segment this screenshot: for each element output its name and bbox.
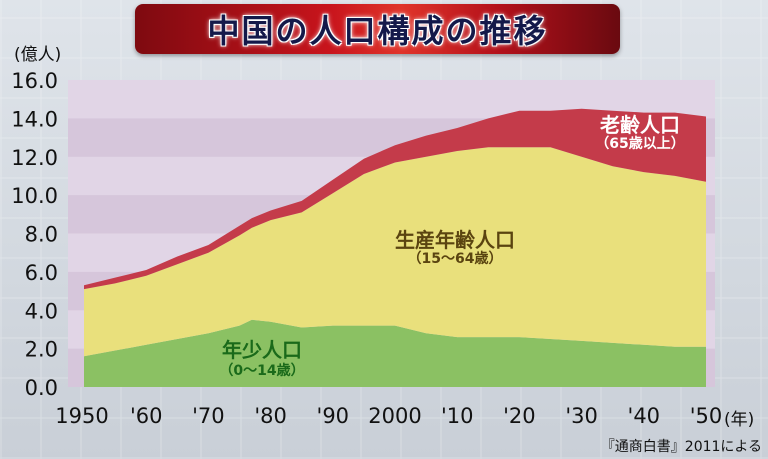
series-sublabel: （0〜14歳） [219,362,304,379]
title-banner [135,4,620,54]
stacked-areas [84,108,706,387]
y-tick-label: 8.0 [25,223,58,247]
y-tick-labels: 0.0 2.0 4.0 6.0 8.0 10.0 12.0 14.0 16.0 [11,69,58,400]
x-tick-label: 2000 [368,404,421,428]
x-tick-label: '60 [130,404,163,428]
x-axis-unit: (年) [724,410,754,430]
x-tick-label: '70 [192,404,225,428]
series-label: 生産年齢人口 [395,228,515,252]
series-sublabel: （65歳以上） [595,135,684,152]
y-tick-label: 10.0 [11,184,58,208]
y-tick-label: 6.0 [25,261,58,285]
series-sublabel: （15〜64歳） [408,250,503,267]
x-tick-label: '20 [503,404,536,428]
series-label: 年少人口 [222,338,302,362]
series-label: 老齢人口 [600,113,680,137]
y-tick-label: 14.0 [11,107,58,131]
x-tick-label: '50 [690,404,723,428]
y-tick-label: 0.0 [25,376,58,400]
chart-title: 中国の人口構成の推移 [207,12,548,50]
area-series-working [84,147,706,357]
x-tick-label: '80 [254,404,287,428]
y-tick-label: 12.0 [11,146,58,170]
area-series-young [84,319,706,387]
y-axis-unit: (億人) [14,45,61,65]
area-series-elderly [84,108,706,290]
y-tick-label: 4.0 [25,299,58,323]
y-tick-label: 2.0 [25,338,58,362]
source-note: 『通商白書』2011による [600,439,762,455]
y-tick-label: 16.0 [11,69,58,93]
x-tick-label: 1950 [55,404,108,428]
x-tick-label: '30 [565,404,598,428]
x-tick-label: '10 [441,404,474,428]
x-tick-label: '40 [628,404,661,428]
x-tick-label: '90 [317,404,350,428]
series-labels: 年少人口（0〜14歳） 生産年齢人口（15〜64歳） 老齢人口（65歳以上） [219,113,684,379]
x-tick-labels: 1950 '60 '70 '80 '90 2000 '10 '20 '30 '40 '50 [55,404,722,428]
